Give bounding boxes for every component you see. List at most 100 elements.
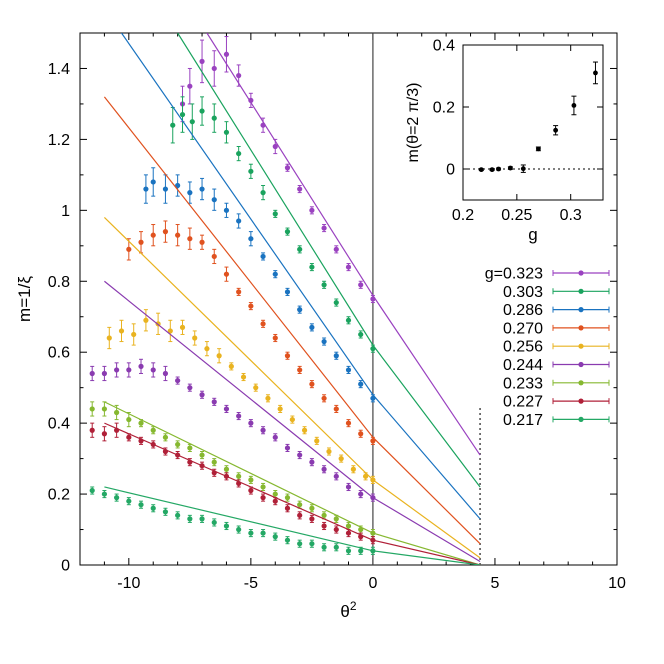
- data-point: [358, 431, 364, 437]
- data-point: [265, 395, 271, 401]
- data-point: [211, 115, 217, 121]
- data-point: [297, 502, 303, 508]
- data-point: [260, 427, 266, 433]
- data-point: [199, 108, 205, 114]
- data-point: [167, 328, 173, 334]
- inset-data-point: [593, 70, 598, 76]
- data-point: [138, 438, 144, 444]
- data-point: [126, 246, 132, 252]
- legend-label: 0.286: [503, 302, 543, 319]
- x-axis-label-base: θ: [340, 602, 349, 621]
- data-point: [175, 441, 181, 448]
- data-point: [370, 346, 376, 352]
- data-point: [333, 246, 339, 252]
- data-point: [358, 526, 364, 533]
- inset-x-tick-label: 0.25: [501, 207, 532, 224]
- data-point: [284, 229, 291, 235]
- data-point: [150, 427, 156, 433]
- data-point: [199, 452, 205, 458]
- legend-marker: [578, 416, 584, 422]
- data-point: [211, 470, 217, 476]
- data-point: [101, 406, 108, 412]
- data-point: [236, 218, 242, 224]
- data-point: [187, 236, 193, 242]
- data-point: [211, 519, 217, 526]
- data-point: [272, 211, 278, 217]
- data-point: [187, 190, 193, 196]
- inset-data-point: [496, 166, 501, 172]
- data-point: [240, 374, 247, 380]
- data-point: [358, 381, 364, 387]
- data-point: [272, 534, 278, 540]
- data-point: [297, 246, 303, 252]
- data-point: [228, 363, 234, 369]
- data-point: [260, 484, 266, 490]
- data-point: [138, 239, 144, 245]
- data-point: [223, 406, 230, 412]
- data-layer: [89, 33, 481, 565]
- inset-frame: [462, 44, 604, 201]
- data-point: [370, 548, 376, 554]
- inset-x-axis-label: g: [528, 225, 537, 244]
- data-point: [272, 434, 278, 440]
- data-point: [162, 448, 169, 455]
- data-point: [333, 299, 339, 306]
- data-point: [192, 335, 198, 341]
- data-point: [260, 122, 266, 128]
- data-point: [345, 264, 352, 270]
- data-point: [114, 427, 120, 433]
- data-point: [333, 406, 339, 412]
- series-group: [89, 401, 481, 565]
- data-point: [199, 392, 205, 398]
- legend-label: g=0.323: [485, 266, 543, 283]
- data-point: [272, 143, 278, 150]
- data-point: [106, 335, 112, 341]
- data-point: [321, 225, 327, 231]
- y-axis-label: m=1/ξ: [15, 276, 34, 322]
- legend-label: 0.227: [503, 394, 543, 411]
- series-group: [170, 33, 481, 488]
- data-point: [199, 463, 205, 469]
- x-tick-label: 5: [491, 575, 500, 592]
- data-point: [370, 296, 376, 302]
- data-point: [211, 65, 217, 72]
- data-point: [187, 459, 193, 465]
- data-point: [101, 431, 108, 437]
- y-tick-label: 1: [61, 203, 70, 220]
- data-point: [101, 370, 108, 377]
- data-point: [248, 487, 254, 494]
- legend-marker: [578, 343, 584, 349]
- data-point: [189, 119, 195, 125]
- data-point: [321, 338, 327, 345]
- data-point: [187, 516, 193, 522]
- data-point: [358, 282, 364, 288]
- data-point: [333, 544, 339, 550]
- data-point: [272, 271, 278, 277]
- inset-x-tick-label: 0.2: [452, 207, 474, 224]
- x-tick-label: 10: [608, 575, 626, 592]
- data-point: [248, 530, 254, 536]
- data-point: [199, 516, 205, 522]
- data-point: [345, 317, 352, 323]
- data-point: [272, 491, 278, 497]
- data-point: [236, 150, 242, 157]
- data-point: [253, 385, 259, 391]
- data-point: [284, 495, 291, 501]
- data-point: [248, 168, 254, 174]
- inset-data-point: [520, 166, 526, 172]
- data-point: [138, 502, 144, 508]
- data-point: [345, 420, 352, 426]
- data-point: [236, 289, 242, 295]
- data-point: [118, 328, 125, 334]
- inset-x-tick-label: 0.3: [560, 207, 582, 224]
- data-point: [272, 498, 278, 504]
- data-point: [309, 541, 315, 547]
- data-point: [211, 459, 217, 465]
- data-point: [175, 182, 181, 189]
- data-point: [260, 530, 266, 536]
- data-point: [138, 420, 144, 426]
- inset-data-point: [478, 167, 484, 173]
- series-group: [89, 422, 481, 565]
- data-point: [150, 232, 156, 238]
- data-point: [284, 505, 291, 511]
